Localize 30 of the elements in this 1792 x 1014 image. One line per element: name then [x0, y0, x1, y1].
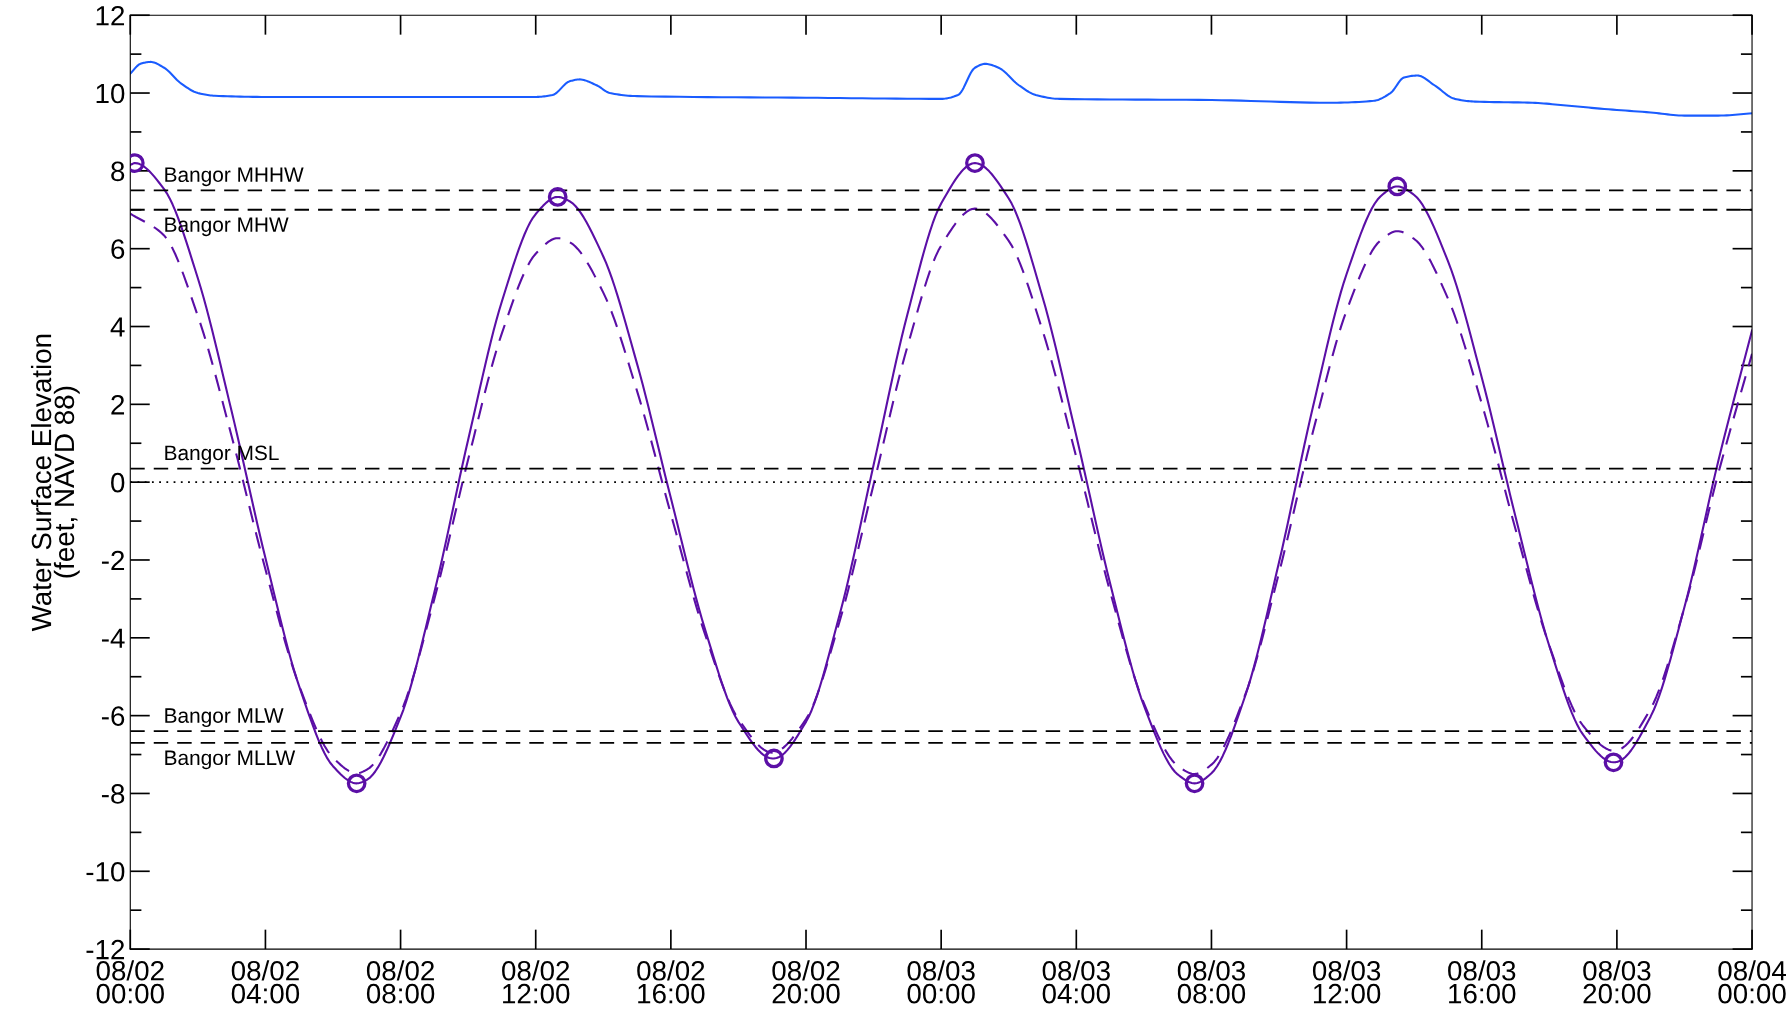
- y-tick-label: -6: [101, 706, 125, 726]
- y-tick-label: -4: [101, 628, 125, 648]
- y-tick-label: 2: [111, 395, 125, 415]
- x-tick-label: 08/03 12:00: [1312, 960, 1381, 1004]
- y-tick-label: 12: [96, 5, 125, 26]
- y-tick-label: 10: [96, 83, 125, 104]
- ref-line-label: Bangor MLLW: [165, 750, 296, 770]
- x-tick-label: 08/03 04:00: [1042, 960, 1110, 1004]
- x-tick-label: 08/02 00:00: [96, 960, 164, 1004]
- x-tick-label: 08/02 04:00: [231, 960, 300, 1004]
- y-tick-label: 6: [111, 239, 125, 260]
- y-tick-label: -2: [101, 550, 125, 571]
- x-tick-label: 08/03 20:00: [1583, 960, 1651, 1004]
- y-tick-label: 4: [110, 317, 125, 337]
- x-tick-label: 08/04 00:00: [1718, 960, 1786, 1004]
- y-tick-label: -8: [101, 784, 125, 804]
- y-tick-label: -10: [86, 861, 125, 882]
- x-tick-label: 08/02 16:00: [637, 960, 705, 1004]
- y-tick-label: 0: [111, 472, 125, 493]
- y-tick-label: 8: [111, 161, 125, 182]
- x-tick-label: 08/02 20:00: [772, 960, 840, 1004]
- x-tick-label: 08/03 08:00: [1177, 960, 1246, 1004]
- x-tick-label: 08/02 08:00: [366, 960, 435, 1004]
- y-axis-title: Water Surface Elevation (feet, NAVD 88): [30, 334, 80, 632]
- ref-line-label: Bangor MLW: [165, 708, 284, 728]
- ref-line-label: Bangor MHHW: [165, 167, 304, 187]
- x-tick-label: 08/03 00:00: [907, 960, 975, 1004]
- x-tick-label: 08/02 12:00: [502, 960, 570, 1004]
- x-tick-label: 08/03 16:00: [1448, 960, 1516, 1004]
- y-tick-label: -12: [86, 939, 125, 960]
